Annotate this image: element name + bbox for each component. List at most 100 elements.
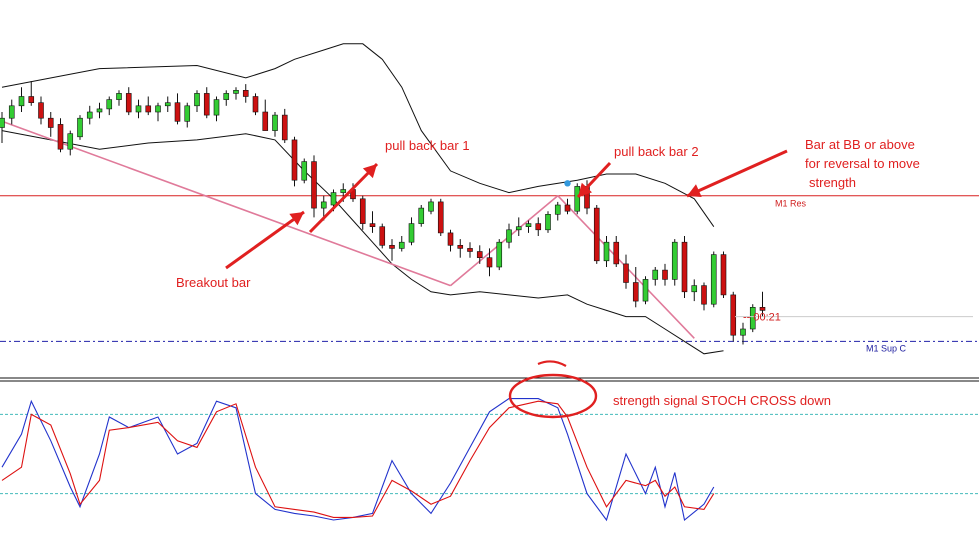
arrow-bb-head bbox=[687, 184, 702, 198]
candle-body-bear bbox=[447, 232, 454, 246]
candle bbox=[164, 96, 171, 112]
candle bbox=[301, 158, 308, 184]
candle bbox=[496, 239, 503, 271]
candle-body-bull bbox=[86, 111, 93, 119]
candle bbox=[369, 211, 376, 233]
candle bbox=[47, 112, 54, 137]
arrow-pullback-2 bbox=[576, 161, 612, 199]
candle-body-bull bbox=[8, 105, 15, 119]
candle-body-bull bbox=[96, 108, 103, 113]
candle-body-bull bbox=[749, 306, 756, 330]
candle-body-bull bbox=[691, 285, 698, 293]
candle bbox=[96, 102, 103, 119]
candle bbox=[418, 205, 425, 227]
candle-body-bull bbox=[116, 93, 122, 100]
candle-body-bear bbox=[564, 204, 571, 212]
candle-body-bear bbox=[174, 102, 181, 122]
candle bbox=[535, 217, 542, 236]
candle bbox=[272, 112, 278, 137]
candle bbox=[359, 195, 366, 230]
candle bbox=[77, 115, 83, 140]
candle-body-bull bbox=[418, 207, 425, 224]
price-pane: M1 Res M1 Sup C -- 00:21 bbox=[0, 43, 979, 355]
candle-body-bull bbox=[652, 269, 659, 280]
candle bbox=[447, 229, 454, 252]
candle-body-bull bbox=[642, 279, 649, 302]
candle bbox=[28, 81, 35, 106]
candle bbox=[632, 267, 639, 308]
candle bbox=[525, 220, 532, 233]
candle bbox=[554, 201, 561, 221]
bollinger-lower-band bbox=[1, 130, 724, 355]
candle bbox=[642, 276, 649, 305]
pullback-2-marker-dot bbox=[564, 180, 571, 187]
candle-body-bear bbox=[623, 263, 629, 283]
candle-body-bear bbox=[730, 294, 737, 336]
candle bbox=[720, 251, 727, 298]
candle bbox=[135, 99, 142, 119]
candle bbox=[467, 242, 473, 258]
candle bbox=[662, 263, 668, 286]
candle-body-bull bbox=[340, 189, 347, 193]
candle bbox=[564, 198, 571, 215]
candle bbox=[125, 87, 132, 116]
annotations: Breakout bar pull back bar 1 pull back b… bbox=[176, 137, 920, 419]
candle-body-bear bbox=[681, 241, 688, 293]
candle bbox=[613, 236, 620, 267]
candle-body-bull bbox=[18, 96, 25, 107]
candle-body-bear bbox=[311, 161, 317, 209]
candle-body-bull bbox=[603, 241, 610, 262]
candle bbox=[749, 304, 756, 333]
candle-body-bull bbox=[515, 226, 522, 231]
candle-body-bear bbox=[467, 248, 473, 252]
stoch-cross-scribble bbox=[537, 360, 567, 367]
stoch-signal-line bbox=[1, 400, 715, 518]
candle bbox=[213, 96, 220, 122]
annotation-bb-line-3: strength bbox=[809, 175, 856, 190]
candle bbox=[486, 248, 493, 277]
candle bbox=[740, 322, 746, 345]
candle bbox=[408, 217, 415, 246]
stoch-main-line bbox=[1, 398, 715, 522]
candle bbox=[379, 223, 386, 249]
trend-line-2 bbox=[449, 195, 559, 287]
candle-body-bull bbox=[525, 223, 532, 228]
candle bbox=[106, 96, 113, 116]
candle-body-bear bbox=[457, 245, 464, 249]
trend-line-1 bbox=[1, 120, 451, 287]
candle-body-bear bbox=[701, 285, 707, 305]
candle bbox=[457, 239, 464, 258]
candle bbox=[116, 90, 122, 106]
candle-body-bear bbox=[720, 254, 727, 296]
candle bbox=[281, 108, 288, 143]
candle bbox=[262, 99, 269, 131]
candle-body-bull bbox=[320, 201, 327, 209]
candle-body-bull bbox=[428, 201, 434, 212]
candle bbox=[86, 105, 93, 125]
candle bbox=[681, 236, 688, 298]
candle-body-bull bbox=[671, 241, 678, 280]
candle bbox=[38, 96, 44, 125]
candle-body-bull bbox=[0, 117, 5, 128]
candle-body-bear bbox=[613, 241, 620, 265]
candle-body-bear bbox=[28, 96, 35, 103]
annotation-breakout: Breakout bar bbox=[176, 275, 251, 290]
candle bbox=[233, 87, 239, 100]
candle-body-bull bbox=[77, 117, 83, 138]
arrow-bb-shaft bbox=[686, 149, 788, 198]
annotation-stoch-cross: strength signal STOCH CROSS down bbox=[613, 393, 831, 408]
stoch-cross-circle bbox=[508, 373, 598, 419]
candle-body-bull bbox=[272, 114, 278, 131]
candle bbox=[437, 198, 444, 236]
candle-body-bull bbox=[155, 105, 161, 113]
candle bbox=[311, 155, 317, 218]
candle-body-bear bbox=[281, 114, 288, 141]
candle-body-bull bbox=[740, 328, 746, 336]
candle bbox=[184, 102, 191, 128]
candle-body-bear bbox=[359, 198, 366, 224]
candle-body-bull bbox=[233, 90, 239, 94]
candle-body-bear bbox=[125, 93, 132, 113]
candle bbox=[515, 217, 522, 236]
candle-body-bear bbox=[242, 90, 249, 97]
candle bbox=[194, 90, 200, 112]
